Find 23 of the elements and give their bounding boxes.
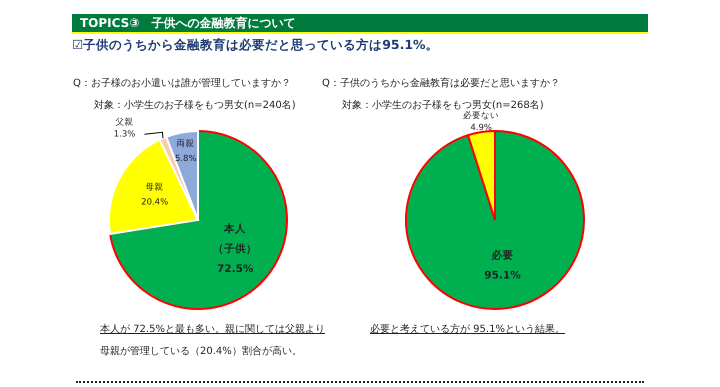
text: 本人が 72.5%と最も多い。親に関しては父親より bbox=[100, 322, 325, 336]
slice-label: 両親 bbox=[176, 138, 195, 149]
text: 母親が管理している（20.4%）割合が高い。 bbox=[100, 344, 302, 358]
slice-label: 母親 bbox=[146, 182, 164, 193]
data-label: 5.8% bbox=[174, 154, 197, 164]
text: Q：お子様のお小遣いは誰が管理していますか？ bbox=[73, 76, 291, 90]
slice-label: 父親 bbox=[116, 116, 134, 128]
data-label: 1.3% bbox=[114, 129, 136, 140]
text: 必要と考えている方が 95.1%という結果。 bbox=[370, 322, 565, 336]
slice-label: 必要ない bbox=[463, 110, 500, 122]
chart-subtitle: ☑子供のうちから金融教育は必要だと思っている方は95.1%。 bbox=[72, 37, 439, 54]
slice-label: 必要 bbox=[490, 248, 514, 262]
data-label: 72.5% bbox=[217, 262, 254, 275]
pie-slice bbox=[109, 130, 288, 310]
data-label: 95.1% bbox=[484, 269, 522, 282]
data-label: 4.9% bbox=[470, 123, 492, 134]
text: 対象：小学生のお子様をもつ男女(n=240名) bbox=[94, 98, 296, 112]
text: Q：子供のうちから金融教育は必要だと思いますか？ bbox=[322, 76, 560, 90]
text: 対象：小学生のお子様をもつ男女(n=268名) bbox=[342, 98, 544, 111]
chart-title: TOPICS③ 子供への金融教育について bbox=[80, 16, 296, 30]
pie-slice bbox=[405, 130, 585, 310]
slice-label: 本人（子供） bbox=[213, 222, 258, 255]
data-label: 20.4% bbox=[141, 198, 168, 208]
